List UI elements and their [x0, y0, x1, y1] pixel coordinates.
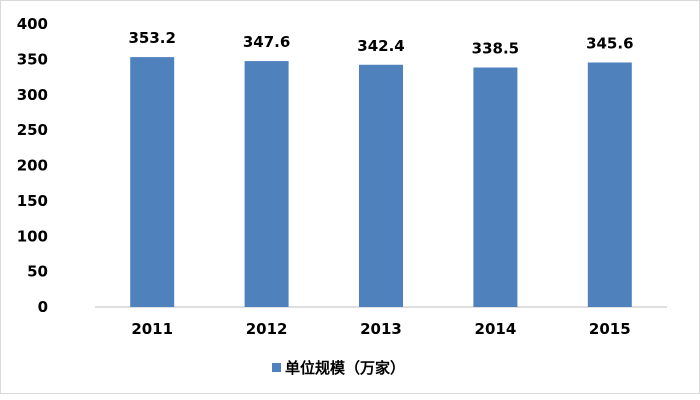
y-tick-label: 200: [17, 157, 48, 175]
y-tick-label: 250: [17, 121, 48, 139]
data-label: 342.4: [357, 37, 404, 55]
legend: 单位规模（万家）: [272, 357, 405, 378]
x-tick-label: 2011: [131, 320, 173, 338]
data-label: 347.6: [243, 33, 290, 51]
legend-label: 单位规模（万家）: [285, 359, 406, 377]
x-tick-label: 2014: [475, 320, 517, 338]
y-tick-label: 50: [27, 263, 48, 281]
bar: [244, 61, 289, 307]
x-tick-label: 2013: [360, 320, 402, 338]
x-tick-label: 2012: [246, 320, 288, 338]
y-tick-label: 350: [17, 50, 48, 68]
bar: [359, 64, 403, 307]
y-tick-label: 100: [17, 227, 48, 245]
x-tick-label: 2015: [589, 320, 631, 338]
y-tick-label: 300: [17, 86, 48, 104]
data-label: 345.6: [586, 34, 633, 52]
data-label: 353.2: [128, 29, 175, 47]
bar: [130, 57, 175, 308]
bar: [587, 62, 632, 307]
y-tick-label: 0: [38, 298, 48, 316]
legend-swatch: [272, 363, 281, 372]
bar: [473, 67, 518, 307]
y-tick-label: 150: [17, 192, 48, 210]
data-label: 338.5: [472, 40, 519, 58]
y-tick-label: 400: [17, 15, 48, 33]
